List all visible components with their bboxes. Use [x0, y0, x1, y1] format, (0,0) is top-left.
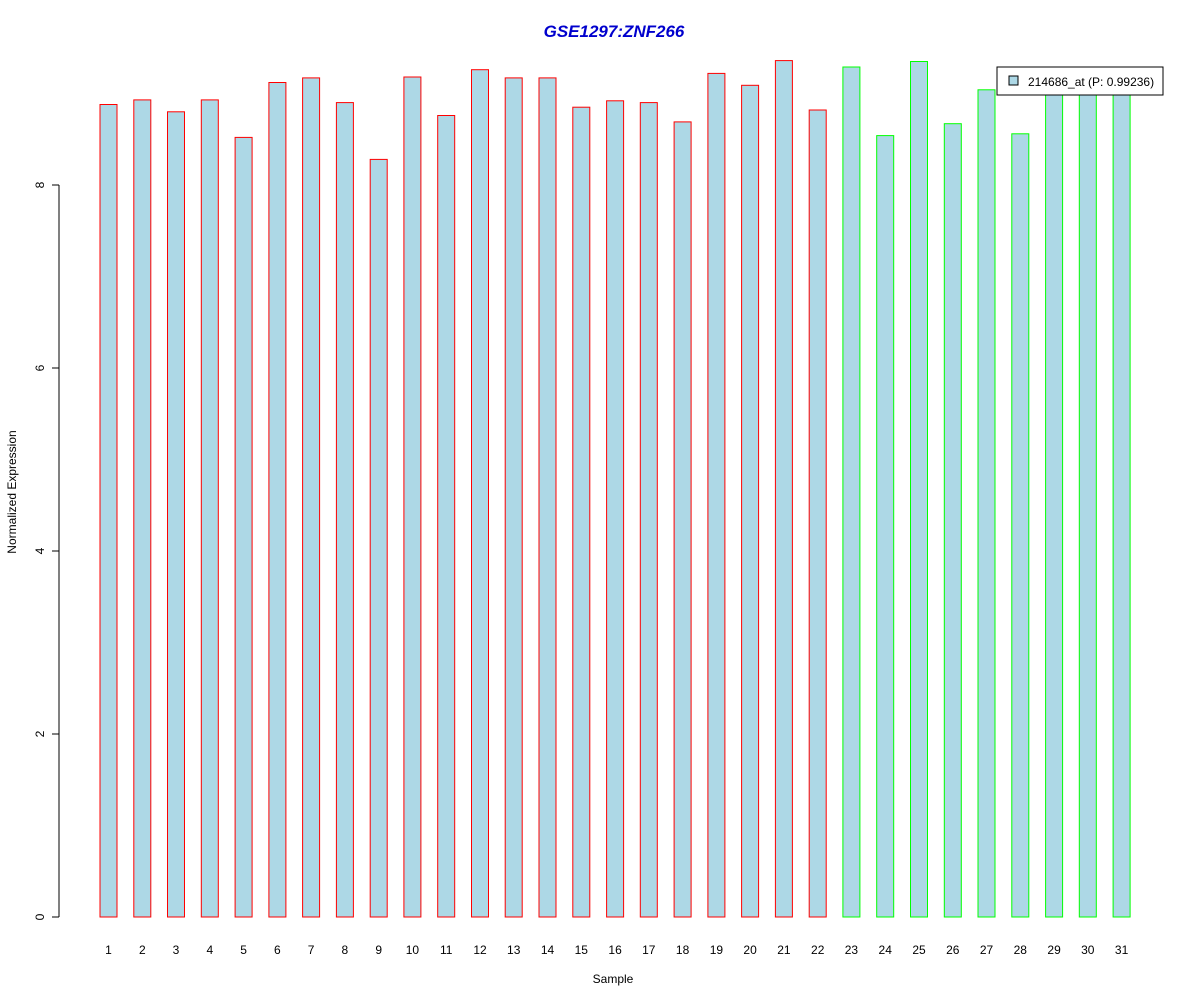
bar-sample-21 [774, 60, 793, 918]
x-tick-label-19: 19 [710, 943, 724, 957]
y-tick-label-4: 4 [33, 547, 47, 554]
bar-sample-11 [437, 115, 456, 918]
bar-sample-6 [268, 82, 287, 918]
bar-sample-13 [504, 77, 523, 918]
bar-sample-7 [302, 77, 321, 918]
x-tick-label-27: 27 [980, 943, 994, 957]
x-tick-label-26: 26 [946, 943, 960, 957]
legend-box [996, 66, 1164, 96]
bar-sample-24 [876, 135, 895, 918]
bar-sample-29 [1045, 91, 1064, 918]
bar-sample-1 [99, 104, 118, 918]
y-tick-label-6: 6 [33, 364, 47, 371]
bar-sample-20 [741, 84, 760, 918]
bar-sample-17 [639, 102, 658, 918]
x-tick-labels: 1 2 3 4 5 6 7 8 9 10 11 12 13 14 15 16 17 18 19 20 21 22 23 24 2… [105, 943, 1128, 957]
y-axis: 0 2 4 6 8 [33, 181, 60, 920]
x-tick-label-25: 25 [912, 943, 926, 957]
bar-sample-18 [673, 121, 692, 918]
y-tick-label-0: 0 [33, 913, 47, 920]
y-axis-label: Normalized Expression [5, 430, 19, 553]
bar-sample-12 [471, 69, 489, 918]
x-tick-label-13: 13 [507, 943, 521, 957]
x-tick-label-12: 12 [473, 943, 487, 957]
x-tick-label-11: 11 [440, 943, 453, 957]
x-tick-label-23: 23 [845, 943, 859, 957]
x-tick-label-4: 4 [206, 943, 213, 957]
x-tick-label-1: 1 [105, 943, 112, 957]
x-tick-label-10: 10 [406, 943, 420, 957]
bar-sample-3 [167, 111, 185, 918]
bar-sample-19 [707, 72, 726, 918]
legend-label: 214686_at (P: 0.99236) [1028, 75, 1154, 89]
x-tick-label-31: 31 [1115, 943, 1129, 957]
x-tick-label-29: 29 [1047, 943, 1061, 957]
x-tick-label-24: 24 [879, 943, 893, 957]
bar-sample-25 [910, 61, 928, 918]
bar-sample-22 [808, 109, 827, 918]
bar-sample-4 [200, 99, 219, 918]
x-tick-label-14: 14 [541, 943, 555, 957]
bar-sample-30 [1078, 91, 1097, 918]
x-tick-label-15: 15 [575, 943, 589, 957]
x-tick-label-2: 2 [139, 943, 146, 957]
x-axis-label: Sample [593, 972, 634, 986]
bar-sample-28 [1011, 133, 1030, 918]
x-tick-label-3: 3 [173, 943, 180, 957]
bar-sample-2 [133, 99, 152, 918]
bar-sample-8 [335, 102, 354, 918]
bar-sample-16 [606, 100, 625, 918]
x-tick-label-16: 16 [608, 943, 622, 957]
x-tick-label-30: 30 [1081, 943, 1095, 957]
bar-sample-10 [403, 76, 422, 918]
x-tick-label-8: 8 [342, 943, 349, 957]
bar-sample-9 [369, 158, 388, 918]
x-tick-label-18: 18 [676, 943, 690, 957]
x-tick-label-21: 21 [777, 943, 791, 957]
x-tick-label-28: 28 [1014, 943, 1028, 957]
bar-sample-23 [842, 66, 861, 918]
x-tick-label-20: 20 [743, 943, 757, 957]
bar-sample-31 [1112, 91, 1131, 918]
bar-sample-27 [977, 89, 996, 918]
bar-sample-26 [943, 123, 962, 918]
legend-swatch [1008, 75, 1019, 86]
chart-title: GSE1297:ZNF266 [544, 22, 685, 41]
legend: 214686_at (P: 0.99236) [996, 66, 1164, 96]
bar-sample-15 [572, 106, 591, 918]
bar-sample-14 [538, 77, 557, 918]
y-tick-label-8: 8 [33, 181, 47, 188]
y-tick-label-2: 2 [33, 730, 47, 737]
x-tick-label-5: 5 [240, 943, 247, 957]
bar-sample-5 [234, 136, 253, 918]
x-tick-label-7: 7 [308, 943, 315, 957]
bars-group [99, 60, 1131, 918]
x-tick-label-6: 6 [274, 943, 281, 957]
x-tick-label-22: 22 [811, 943, 825, 957]
x-tick-label-9: 9 [375, 943, 382, 957]
x-tick-label-17: 17 [642, 943, 656, 957]
